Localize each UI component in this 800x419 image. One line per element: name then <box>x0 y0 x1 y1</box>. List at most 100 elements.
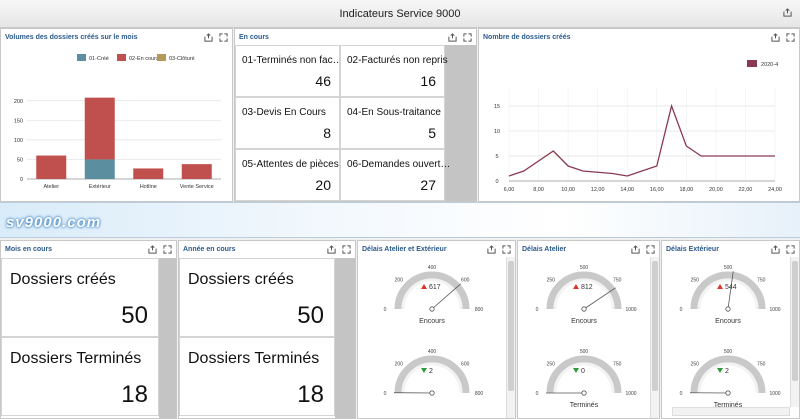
bar <box>84 159 115 179</box>
panel-title: Nombre de dossiers créés <box>483 34 571 41</box>
export-icon[interactable] <box>771 245 780 254</box>
tile-value: 27 <box>420 177 436 193</box>
legend-label: 2020-4 <box>761 62 778 68</box>
gauge-needle <box>431 283 461 310</box>
volumes-panel: Volumes des dossiers créés sur le mois 0… <box>0 28 233 202</box>
tile-label: 04-En Sous-traitance <box>347 107 441 118</box>
x-tick-label: 14,00 <box>620 187 634 193</box>
gauge-tick-label: 400 <box>428 265 437 271</box>
kpi-tile[interactable]: 03-Devis En Cours 8 <box>235 97 340 149</box>
y-tick-label: 0 <box>20 177 23 183</box>
scrollbar-thumb[interactable] <box>508 261 514 391</box>
maximize-icon[interactable] <box>219 33 228 42</box>
horizontal-scrollbar[interactable] <box>672 407 790 416</box>
tile-value: 20 <box>315 177 331 193</box>
scrollbar[interactable] <box>506 257 515 418</box>
x-tick-label: 6,00 <box>504 187 515 193</box>
gauge-value: 2 <box>725 368 729 375</box>
legend-swatch <box>747 60 757 67</box>
maximize-icon[interactable] <box>502 245 511 254</box>
export-icon[interactable] <box>771 33 780 42</box>
logo: sv9000.com <box>6 214 102 231</box>
gauge-tick-label: 0 <box>536 307 539 313</box>
banner: sv9000.com <box>0 202 800 238</box>
bar <box>36 155 67 179</box>
tile-value: 46 <box>315 73 331 89</box>
gauge-hub <box>429 306 435 312</box>
gauge-inner <box>401 362 463 394</box>
gauge-tick-label: 1000 <box>625 307 636 313</box>
tile-label: 01-Terminés non fac… <box>242 55 343 66</box>
x-tick-label: 20,00 <box>709 187 723 193</box>
x-tick-label: 10,00 <box>561 187 575 193</box>
kpi-tile[interactable]: Dossiers créés 50 <box>179 258 335 337</box>
gauge-tick-label: 0 <box>536 391 539 397</box>
gauge-tick-label: 250 <box>547 277 556 283</box>
gauge-hub <box>429 390 435 396</box>
gauge-tick-label: 500 <box>580 349 589 355</box>
gauge-inner <box>697 278 759 310</box>
page-title: Indicateurs Service 9000 <box>339 8 461 20</box>
gauge-tick-label: 500 <box>724 265 733 271</box>
tile-value: 18 <box>297 381 324 408</box>
x-tick-label: 24,00 <box>768 187 782 193</box>
kpi-tile[interactable]: Dossiers Terminés 18 <box>1 337 159 416</box>
x-tick-label: Hotline <box>140 184 157 190</box>
export-icon[interactable] <box>204 33 213 42</box>
gauge-tick-label: 500 <box>580 265 589 271</box>
x-tick-label: 8,00 <box>533 187 544 193</box>
gauge-value: 617 <box>429 284 441 291</box>
delais-a-panel: Délais Atelier 0 250 500 750 1000 812 Encours 0… <box>517 240 660 419</box>
gauge-tick-label: 1000 <box>769 307 780 313</box>
gauge-value: 812 <box>581 284 593 291</box>
annee-panel: Année en cours Dossiers créés 50 Dossiers … <box>178 240 356 419</box>
gauge-tick-label: 600 <box>461 277 470 283</box>
kpi-tile[interactable]: 01-Terminés non fac… 46 <box>235 45 343 97</box>
export-icon[interactable] <box>487 245 496 254</box>
kpi-tile[interactable]: 02-Facturés non repris 16 <box>340 45 448 97</box>
encours-panel: En cours 01-Terminés non fac… 46 02-Factur… <box>234 28 477 202</box>
volumes-chart: 01-Créé 02-En cours 03-Clôturé 0 50 100 150 200… <box>14 54 221 190</box>
scrollbar[interactable] <box>650 257 659 418</box>
gauge-tick-label: 0 <box>384 391 387 397</box>
scrollbar[interactable] <box>790 257 799 407</box>
gauges: 0 250 500 750 1000 812 Encours 0 250 500 750 1000 0 T… <box>536 265 637 409</box>
panel-title: Délais Extérieur <box>666 246 719 253</box>
maximize-icon[interactable] <box>342 245 351 254</box>
mois-panel: Mois en cours Dossiers créés 50 Dossiers T… <box>0 240 177 419</box>
tile-value: 18 <box>121 381 148 408</box>
export-icon[interactable] <box>448 33 457 42</box>
x-tick-label: Extérieur <box>89 184 111 190</box>
scrollbar-thumb[interactable] <box>652 261 658 391</box>
gauge-arc <box>690 355 766 394</box>
maximize-icon[interactable] <box>786 245 795 254</box>
gauge-tick-label: 600 <box>461 361 470 367</box>
kpi-tile[interactable]: Dossiers créés 50 <box>1 258 159 337</box>
export-icon[interactable] <box>148 245 157 254</box>
tile-value: 16 <box>420 73 436 89</box>
y-tick-label: 10 <box>494 129 500 135</box>
export-icon[interactable] <box>783 8 792 17</box>
kpi-tile[interactable]: 05-Attentes de pièces 20 <box>235 149 340 201</box>
gauges: 0 200 400 600 800 617 Encours 0 200 400 600 800 2 <box>384 265 484 397</box>
gauge-arc <box>690 271 766 310</box>
maximize-icon[interactable] <box>163 245 172 254</box>
kpi-tile[interactable]: Dossiers Terminés 18 <box>179 337 335 416</box>
x-tick-label: Atelier <box>43 184 59 190</box>
y-tick-label: 150 <box>14 118 23 124</box>
kpi-tile[interactable]: 06-Demandes ouvert… 27 <box>340 149 450 201</box>
scrollbar-thumb[interactable] <box>792 261 798 381</box>
export-icon[interactable] <box>631 245 640 254</box>
maximize-icon[interactable] <box>463 33 472 42</box>
tile-value: 5 <box>428 125 436 141</box>
gauge-inner <box>401 278 463 310</box>
panel-title: En cours <box>239 34 269 41</box>
gauge-needle <box>583 287 616 310</box>
export-icon[interactable] <box>327 245 336 254</box>
gauge-tick-label: 1000 <box>625 391 636 397</box>
kpi-tile[interactable]: 04-En Sous-traitance 5 <box>340 97 445 149</box>
y-tick-label: 15 <box>494 104 500 110</box>
gauge-tick-label: 750 <box>613 277 622 283</box>
maximize-icon[interactable] <box>646 245 655 254</box>
maximize-icon[interactable] <box>786 33 795 42</box>
